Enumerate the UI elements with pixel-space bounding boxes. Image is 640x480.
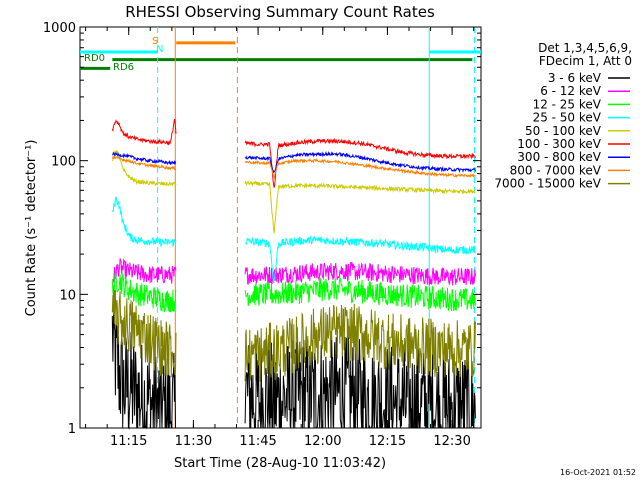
series-line-7000-15000-kev-8 xyxy=(244,303,476,382)
series-lines xyxy=(111,118,476,430)
legend-label: 50 - 100 keV xyxy=(525,124,602,138)
rd0-flag-label: RD0 xyxy=(84,53,105,64)
y-tick-label: 100 xyxy=(51,155,76,170)
x-tick-label: 12:15 xyxy=(369,434,406,449)
series-line-25-50-kev-3 xyxy=(111,196,177,248)
saa-flag-label: S xyxy=(152,36,158,47)
series-line-6-12-kev-1 xyxy=(112,258,177,284)
legend-label: 100 - 300 keV xyxy=(517,137,601,151)
legend-label: 300 - 800 keV xyxy=(517,150,601,164)
chart-title: RHESSI Observing Summary Count Rates xyxy=(125,3,435,21)
legend-label: 6 - 12 keV xyxy=(540,84,602,98)
y-tick-label: 1000 xyxy=(43,21,76,36)
series-line-300-800-kev-6 xyxy=(111,151,177,166)
series-line-12-25-kev-2 xyxy=(111,272,177,313)
series-line-25-50-kev-3 xyxy=(244,234,476,283)
x-tick-label: 11:45 xyxy=(239,434,276,449)
legend-label: 7000 - 15000 keV xyxy=(494,177,601,191)
axes: 11:15 11:30 11:45 12:00 12:15 12:30 1 10 100 1000 xyxy=(43,21,481,449)
y-tick-label: 10 xyxy=(59,288,76,303)
series-line-800-7000-kev-7 xyxy=(111,155,177,171)
series-line-3-6-kev-0 xyxy=(244,334,476,429)
legend-label: 3 - 6 keV xyxy=(548,71,602,85)
legend-label: 12 - 25 keV xyxy=(533,97,602,111)
series-line-3-6-kev-0 xyxy=(111,285,176,430)
night-flag-label: N xyxy=(156,44,163,55)
legend-header-line-2: FDecim 1, Att 0 xyxy=(539,54,632,68)
y-axis-label: Count Rate (s⁻¹ detector⁻¹) xyxy=(24,140,39,317)
legend-label: 25 - 50 keV xyxy=(533,111,602,125)
status-flags xyxy=(80,41,481,70)
series-line-100-300-kev-5 xyxy=(244,137,476,188)
series-line-6-12-kev-1 xyxy=(244,261,476,286)
legend-header-line-1: Det 1,3,4,5,6,9, xyxy=(538,41,632,55)
series-line-12-25-kev-2 xyxy=(244,277,476,312)
series-line-100-300-kev-5 xyxy=(111,118,177,146)
y-tick-label: 1 xyxy=(68,422,76,437)
x-axis-label: Start Time (28-Aug-10 11:03:42) xyxy=(174,456,386,471)
series-line-800-7000-kev-7 xyxy=(244,157,476,180)
x-tick-label: 11:30 xyxy=(175,434,212,449)
series-line-50-100-kev-4 xyxy=(244,180,476,234)
x-tick-label: 12:30 xyxy=(433,434,470,449)
timestamp: 16-Oct-2021 01:52 xyxy=(560,468,636,477)
series-line-7000-15000-kev-8 xyxy=(111,289,177,378)
series-line-300-800-kev-6 xyxy=(245,150,476,174)
series-line-50-100-kev-4 xyxy=(111,149,177,187)
legend-label: 800 - 7000 keV xyxy=(510,163,602,177)
rd6-flag-label: RD6 xyxy=(113,62,134,73)
x-tick-label: 11:15 xyxy=(110,434,147,449)
x-tick-label: 12:00 xyxy=(304,434,341,449)
